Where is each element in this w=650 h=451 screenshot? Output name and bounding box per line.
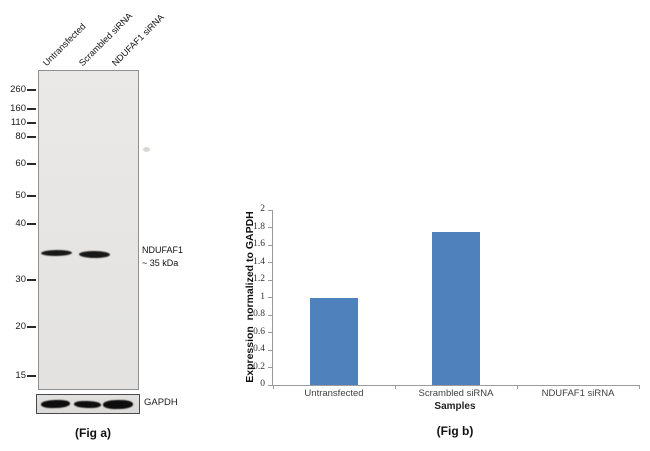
ladder-tick-80kda (27, 136, 36, 138)
y-tick-label-10: 2 (260, 204, 265, 214)
ladder-label-110kda: 110 (10, 117, 26, 128)
ladder-label-30kda: 30 (15, 274, 26, 285)
y-tick-label-0: 0 (260, 379, 265, 389)
ladder-label-160kda: 160 (10, 103, 26, 114)
x-tick-1 (394, 385, 396, 389)
ladder-tick-260kda (27, 89, 36, 91)
y-tick-8 (268, 244, 273, 246)
blot-membrane (38, 70, 150, 390)
gapdh-loading-control-strip (36, 394, 140, 414)
y-tick-label-6: 1.2 (253, 274, 265, 284)
y-tick-0 (268, 384, 273, 386)
y-tick-label-8: 1.6 (253, 239, 265, 249)
ladder-label-80kda: 80 (15, 131, 26, 142)
ladder-tick-30kda (27, 279, 36, 281)
category-label-3: NDUFAF1 siRNA (541, 388, 615, 399)
y-tick-6 (268, 279, 273, 281)
x-tick-2 (516, 385, 518, 389)
bar-untransfected (310, 297, 358, 385)
ladder-tick-60kda (27, 163, 36, 165)
y-tick-7 (268, 262, 273, 263)
y-tick-5 (268, 297, 273, 298)
x-tick-3 (638, 385, 640, 389)
y-tick-4 (268, 314, 273, 316)
y-tick-label-5: 1 (260, 291, 265, 302)
ladder-tick-40kda (27, 223, 36, 225)
ladder-label-15kda: 15 (15, 370, 26, 381)
band-annotation: NDUFAF1 ~ 35 kDa (142, 244, 183, 269)
fig-b-caption: (Fig b) (436, 424, 474, 438)
band-annotation-size: ~ 35 kDa (142, 257, 179, 268)
blot-artifact-speck (143, 147, 150, 152)
ladder-label-260kda: 260 (10, 84, 26, 95)
ladder-tick-20kda (27, 326, 36, 328)
chart-plot-area: 0 0.2 0.4 0.6 0.8 1 1.2 1.4 1.6 1.8 2 Untransfected… (253, 204, 640, 399)
band-annotation-protein: NDUFAF1 (142, 245, 184, 255)
ladder-tick-110kda (27, 122, 36, 124)
y-tick-label-7: 1.4 (253, 256, 265, 267)
ladder-tick-160kda (27, 108, 36, 110)
y-tick-3 (268, 332, 273, 333)
ladder-label-50kda: 50 (15, 190, 26, 201)
y-tick-label-2: 0.4 (253, 344, 265, 354)
y-tick-label-3: 0.6 (253, 326, 265, 337)
ladder-label-60kda: 60 (15, 158, 26, 169)
y-tick-10 (268, 209, 273, 211)
category-label-1: Untransfected (304, 388, 364, 399)
ladder-tick-15kda (27, 375, 36, 377)
x-axis-title: Samples (434, 401, 476, 412)
y-tick-label-1: 0.2 (253, 361, 265, 372)
y-tick-2 (268, 349, 273, 351)
y-tick-1 (268, 367, 273, 368)
category-label-2: Scrambled siRNA (418, 388, 494, 399)
ladder-tick-50kda (27, 195, 36, 197)
ladder-label-40kda: 40 (15, 218, 26, 229)
fig-a-caption: (Fig a) (75, 426, 111, 440)
ladder-label-20kda: 20 (15, 321, 26, 332)
y-tick-label-4: 0.8 (253, 309, 265, 319)
bar-scrambled-sirna (432, 231, 480, 385)
gapdh-label: GAPDH (144, 397, 178, 408)
x-tick-0 (272, 385, 274, 389)
y-tick-9 (268, 227, 273, 228)
y-tick-label-9: 1.8 (253, 221, 265, 232)
